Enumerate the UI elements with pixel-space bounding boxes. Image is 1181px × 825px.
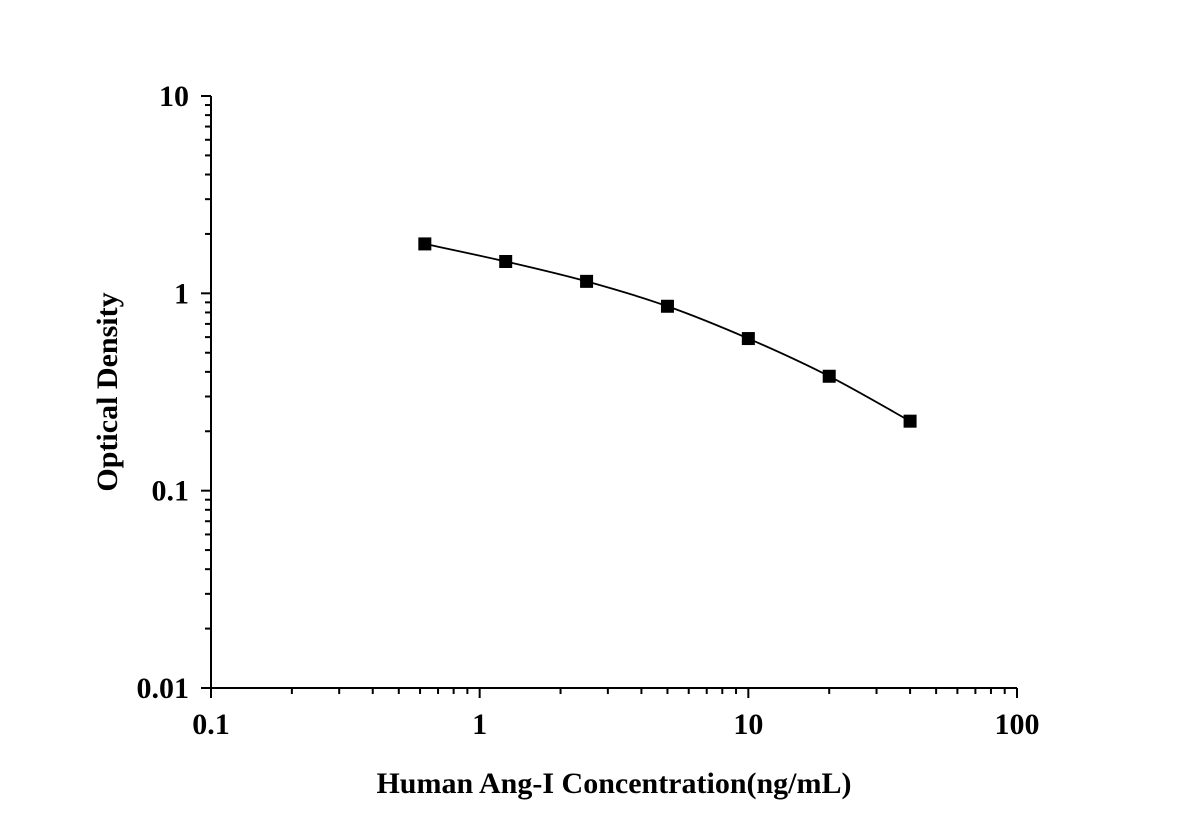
- data-point-marker: [660, 299, 674, 313]
- x-tick-label: 1: [472, 708, 487, 741]
- x-tick-label: 10: [733, 708, 763, 741]
- ticks: [201, 95, 1018, 698]
- y-tick-label: 1: [174, 277, 189, 310]
- x-tick-label: 0.1: [192, 708, 230, 741]
- data-point-marker: [903, 414, 917, 428]
- y-tick-label: 0.1: [152, 475, 190, 508]
- y-tick-label: 0.01: [137, 672, 190, 705]
- axes: [210, 96, 1017, 689]
- data-point-marker: [741, 332, 755, 346]
- y-tick-label: 10: [159, 80, 189, 113]
- x-tick-label: 100: [995, 708, 1040, 741]
- x-axis-title: Human Ang-I Concentration(ng/mL): [376, 767, 851, 800]
- data-point-marker: [418, 237, 432, 251]
- data-point-marker: [580, 274, 594, 288]
- data-point-marker: [499, 254, 513, 268]
- y-axis-title: Optical Density: [91, 292, 124, 491]
- plot-area: [418, 237, 917, 428]
- data-point-marker: [822, 369, 836, 383]
- series-line: [424, 243, 911, 422]
